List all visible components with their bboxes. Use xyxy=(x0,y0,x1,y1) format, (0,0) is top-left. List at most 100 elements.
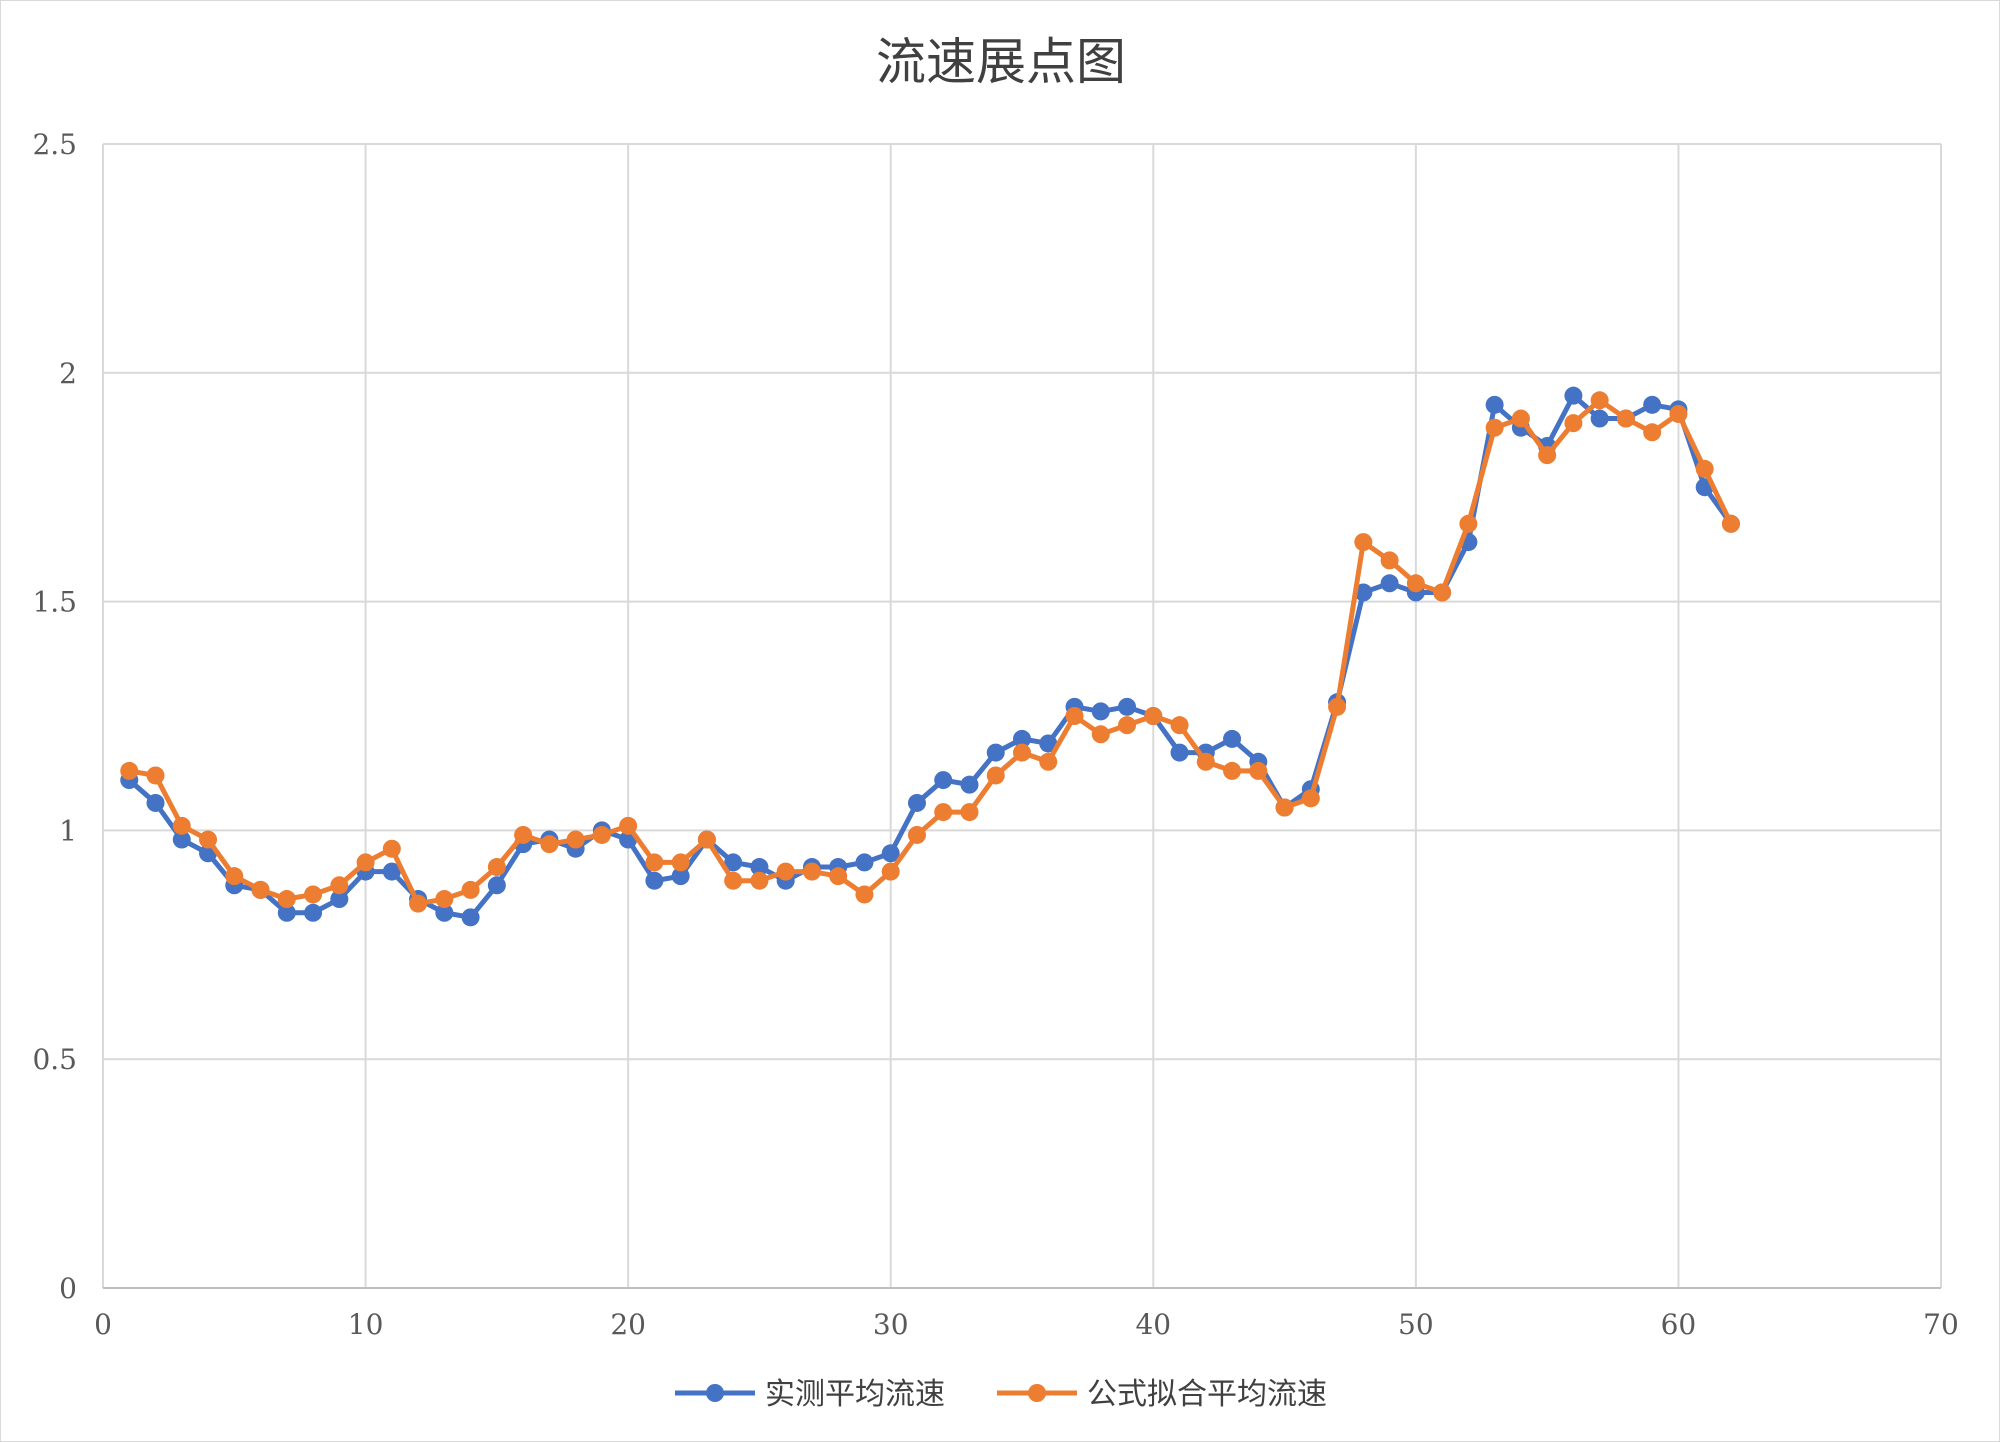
data-point xyxy=(671,853,690,872)
data-point xyxy=(855,885,874,904)
data-point xyxy=(514,825,533,844)
data-point xyxy=(1695,459,1714,478)
data-point xyxy=(881,862,900,881)
data-point xyxy=(1564,414,1583,433)
data-point xyxy=(1669,404,1688,423)
data-point xyxy=(1039,752,1058,771)
data-point xyxy=(855,853,874,872)
data-point xyxy=(1170,743,1189,762)
y-tick-label: 1.5 xyxy=(32,586,77,619)
legend: 实测平均流速 公式拟合平均流速 xyxy=(675,1377,1327,1412)
data-point xyxy=(1039,734,1058,753)
data-point xyxy=(330,876,349,895)
data-point xyxy=(435,890,454,909)
data-point xyxy=(304,903,323,922)
data-point xyxy=(724,853,743,872)
data-point xyxy=(1433,583,1452,602)
data-point xyxy=(697,830,716,849)
data-point xyxy=(1013,729,1031,748)
data-point xyxy=(1249,761,1268,780)
data-point xyxy=(1485,418,1504,437)
data-point xyxy=(671,867,690,886)
data-point xyxy=(881,844,900,863)
data-point xyxy=(829,867,848,886)
data-point xyxy=(1538,446,1557,465)
data-point xyxy=(487,876,506,895)
data-point xyxy=(1223,729,1242,748)
series-line xyxy=(128,397,1734,907)
series-1 xyxy=(120,386,1740,927)
data-point xyxy=(1380,551,1399,570)
data-point xyxy=(907,825,926,844)
x-tick-label: 40 xyxy=(1135,1308,1171,1341)
data-point xyxy=(1091,725,1110,744)
data-point xyxy=(1511,409,1530,428)
legend-swatch-marker xyxy=(1028,1384,1046,1402)
data-point xyxy=(934,771,953,790)
y-tick-label: 2 xyxy=(59,357,77,390)
x-tick-label: 10 xyxy=(348,1308,384,1341)
data-point xyxy=(461,880,480,899)
data-point xyxy=(1275,798,1294,817)
data-point xyxy=(1118,697,1137,716)
data-point xyxy=(1301,789,1320,808)
data-point xyxy=(1354,533,1373,552)
data-point xyxy=(277,890,296,909)
data-point xyxy=(1485,395,1504,414)
data-point xyxy=(199,830,218,849)
data-point xyxy=(487,858,506,877)
legend-entry: 实测平均流速 xyxy=(675,1377,945,1412)
data-point xyxy=(1616,409,1635,428)
x-tick-label: 0 xyxy=(94,1308,112,1341)
data-point xyxy=(146,793,165,812)
series-layer xyxy=(120,386,1740,927)
data-point xyxy=(1459,514,1478,533)
data-point xyxy=(986,766,1005,785)
data-point xyxy=(802,862,821,881)
data-point xyxy=(1590,409,1609,428)
grid-lines xyxy=(102,143,1942,1289)
series-2 xyxy=(120,391,1740,913)
data-point xyxy=(382,862,401,881)
data-point xyxy=(1564,386,1583,405)
data-point xyxy=(907,793,926,812)
x-tick-label: 20 xyxy=(610,1308,646,1341)
data-point xyxy=(750,858,769,877)
data-point xyxy=(645,871,664,890)
y-tick-label: 2.5 xyxy=(32,128,77,161)
data-point xyxy=(461,908,480,927)
x-tick-label: 60 xyxy=(1661,1308,1697,1341)
data-point xyxy=(409,894,428,913)
data-point xyxy=(1354,583,1373,602)
data-point xyxy=(776,862,795,881)
data-point xyxy=(1170,716,1189,735)
data-point xyxy=(750,871,769,890)
data-point xyxy=(645,853,664,872)
data-point xyxy=(1223,761,1242,780)
data-point xyxy=(934,803,953,822)
x-tick-label: 70 xyxy=(1923,1308,1959,1341)
series-line xyxy=(127,393,1733,920)
y-tick-label: 1 xyxy=(59,814,77,847)
data-point xyxy=(356,853,375,872)
axes: 0 0.5 1 1.5 2 2.5 0 10 20 30 40 50 60 70 xyxy=(32,128,1958,1341)
data-point xyxy=(1144,707,1163,725)
data-point xyxy=(540,835,559,854)
data-point xyxy=(172,816,191,835)
data-point xyxy=(1196,752,1215,771)
x-tick-label: 30 xyxy=(873,1308,909,1341)
data-point xyxy=(120,761,139,780)
data-point xyxy=(251,880,270,899)
y-tick-label: 0 xyxy=(59,1272,77,1305)
data-point xyxy=(172,830,191,849)
data-point xyxy=(435,903,454,922)
data-point xyxy=(724,871,743,890)
data-point xyxy=(382,839,401,858)
data-point xyxy=(1643,423,1662,442)
data-point xyxy=(566,830,585,849)
data-point xyxy=(277,903,296,922)
data-point xyxy=(1013,743,1031,762)
data-point xyxy=(592,825,611,844)
data-point xyxy=(330,890,349,909)
